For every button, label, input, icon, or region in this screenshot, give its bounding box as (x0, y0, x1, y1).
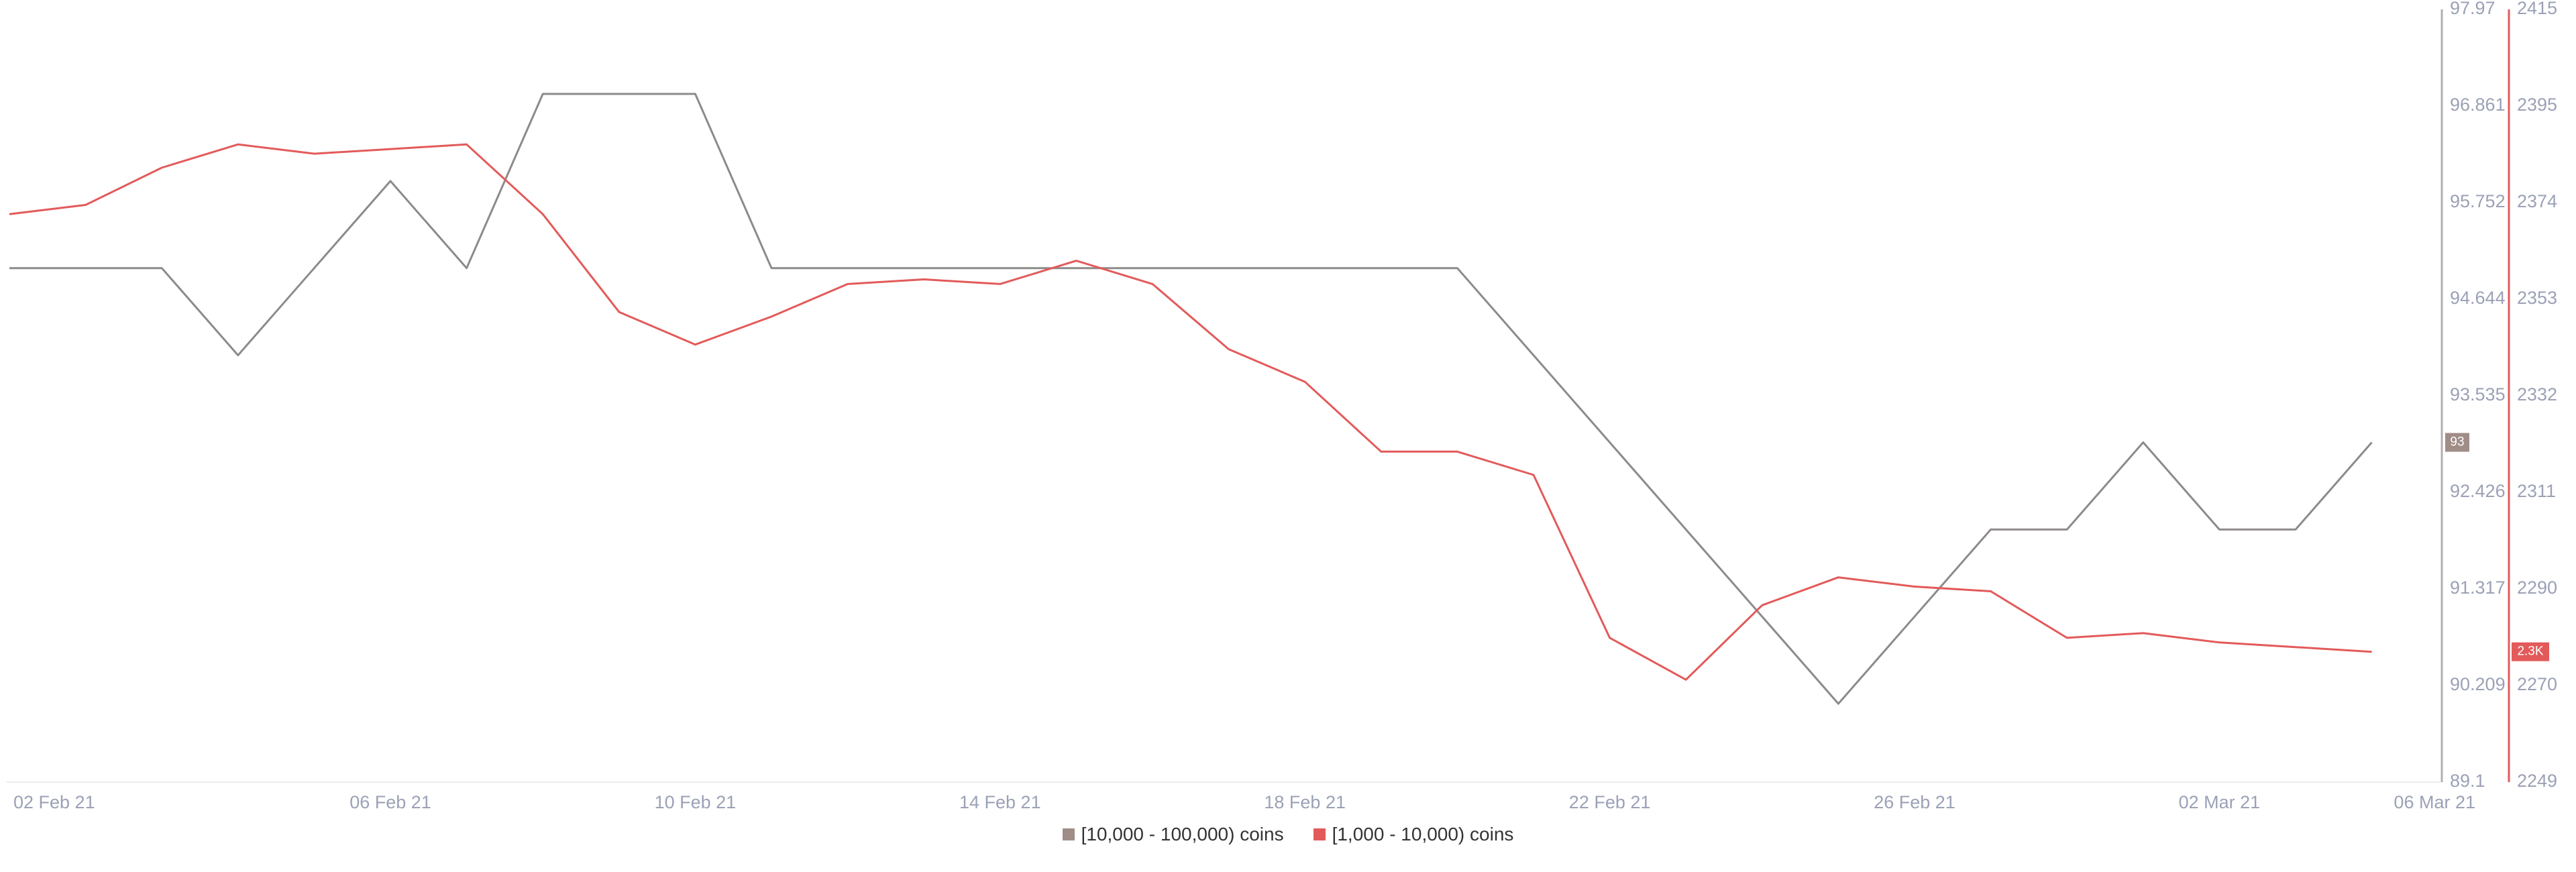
current-value-badge-left (2445, 433, 2469, 452)
x-tick-label: 26 Feb 21 (1874, 792, 1955, 812)
y-left-tick-label: 96.861 (2450, 95, 2506, 115)
y-left-tick-label: 89.1 (2450, 771, 2485, 791)
x-tick-label: 10 Feb 21 (655, 792, 737, 812)
y-left-tick-label: 93.535 (2450, 384, 2506, 404)
series-line-1[interactable] (9, 93, 2373, 705)
legend-item-series-2[interactable]: [1,000 - 10,000) coins (1313, 824, 1514, 845)
y-right-tick-label: 2395 (2517, 95, 2557, 115)
legend-label-series-1: [10,000 - 100,000) coins (1081, 824, 1284, 844)
y-left-tick-label: 97.97 (2450, 0, 2496, 18)
y-left-tick-label: 92.426 (2450, 481, 2506, 501)
y-left-tick-label: 95.752 (2450, 191, 2506, 211)
x-tick-label: 02 Mar 21 (2179, 792, 2261, 812)
current-value-label-right: 2.3K (2517, 645, 2543, 659)
x-tick-label: 02 Feb 21 (13, 792, 95, 812)
y-right-tick-label: 2270 (2517, 674, 2557, 694)
legend-item-series-1[interactable]: [10,000 - 100,000) coins (1062, 824, 1284, 845)
y-right-tick-label: 2332 (2517, 384, 2557, 404)
legend: [10,000 - 100,000) coins [1,000 - 10,000… (0, 824, 2576, 845)
y-left-tick-label: 91.317 (2450, 578, 2506, 598)
x-tick-label: 06 Feb 21 (350, 792, 431, 812)
x-tick-label: 22 Feb 21 (1569, 792, 1651, 812)
legend-label-series-2: [1,000 - 10,000) coins (1332, 824, 1514, 844)
current-value-badge-right (2512, 642, 2549, 661)
x-tick-label: 06 Mar 21 (2394, 792, 2475, 812)
y-right-tick-label: 2311 (2517, 481, 2556, 501)
y-right-tick-label: 2249 (2517, 771, 2557, 791)
y-left-tick-label: 90.209 (2450, 674, 2506, 694)
x-tick-label: 14 Feb 21 (959, 792, 1041, 812)
y-left-tick-label: 94.644 (2450, 288, 2506, 308)
y-right-tick-label: 2374 (2517, 191, 2557, 211)
x-tick-label: 18 Feb 21 (1264, 792, 1346, 812)
legend-swatch-series-1 (1062, 828, 1075, 840)
series-line-2[interactable] (9, 143, 2372, 681)
legend-swatch-series-2 (1313, 828, 1326, 840)
y-right-tick-label: 2415 (2517, 0, 2557, 18)
y-right-tick-label: 2353 (2517, 288, 2557, 308)
current-value-label-left: 93 (2450, 435, 2464, 449)
y-right-tick-label: 2290 (2517, 578, 2557, 598)
